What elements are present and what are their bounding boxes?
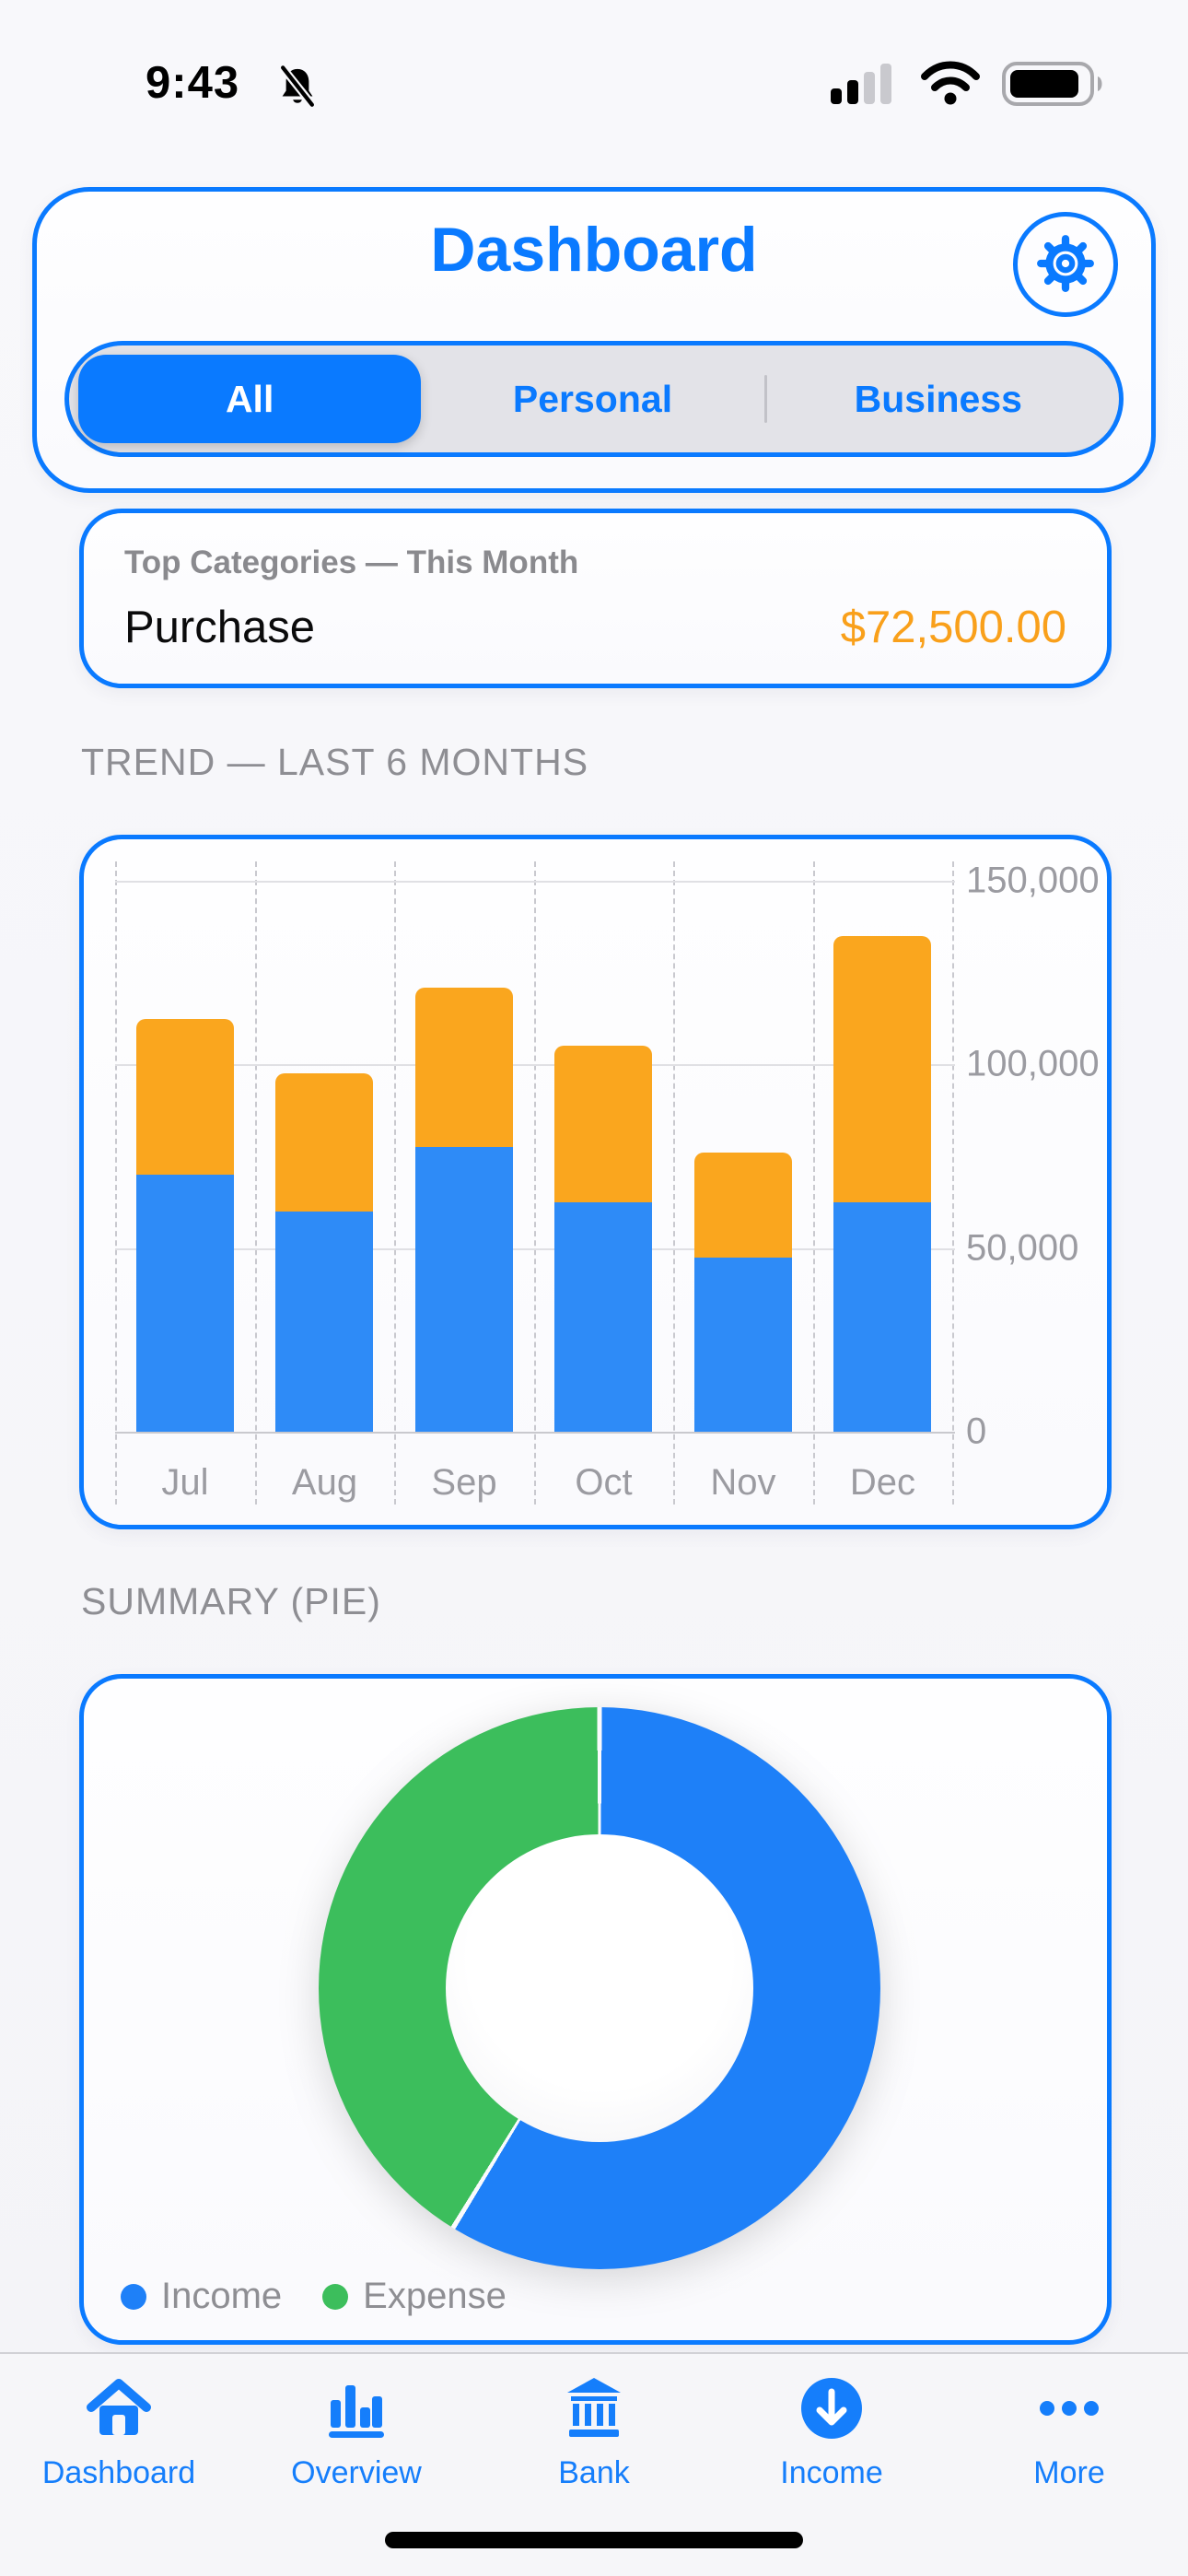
tab-income[interactable]: Income — [713, 2354, 950, 2576]
x-axis-tick-label: Oct — [575, 1462, 633, 1503]
status-time: 9:43 — [146, 58, 240, 108]
grid-hline — [115, 881, 955, 883]
bar-income-oct — [554, 1201, 653, 1432]
y-axis-tick-label: 0 — [966, 1411, 987, 1452]
home-indicator[interactable] — [385, 2532, 803, 2548]
segment-divider — [763, 375, 767, 423]
summary-pie-card: Income Expense — [79, 1674, 1112, 2345]
house-icon — [84, 2372, 154, 2444]
page-title: Dashboard — [430, 215, 758, 285]
bell-slash-icon — [276, 64, 319, 115]
battery-icon — [1002, 61, 1111, 111]
segment-personal[interactable]: Personal — [421, 355, 763, 443]
status-icons — [829, 61, 1111, 111]
y-axis-tick-label: 50,000 — [966, 1227, 1079, 1269]
bar-chart-icon — [323, 2372, 390, 2444]
x-axis-tick-label: Dec — [849, 1462, 916, 1503]
top-categories-title: Top Categories — This Month — [124, 544, 579, 580]
donut-chart — [319, 1707, 880, 2269]
segmented-control: All Personal Business — [64, 341, 1124, 457]
grid-vline — [952, 861, 954, 1505]
bar-income-sep — [414, 1147, 513, 1432]
wifi-icon — [919, 61, 982, 111]
top-category-amount: $72,500.00 — [840, 603, 1066, 652]
cellular-signal-icon — [829, 61, 899, 111]
tab-more[interactable]: More — [950, 2354, 1188, 2576]
bar-expense-jul — [135, 1018, 234, 1175]
segment-all[interactable]: All — [78, 355, 422, 443]
bank-icon — [562, 2372, 626, 2444]
bar-expense-oct — [554, 1046, 653, 1202]
grid-vline — [673, 861, 675, 1505]
grid-hline — [115, 1247, 955, 1250]
legend-dot-expense — [322, 2283, 349, 2310]
bar-income-aug — [275, 1211, 374, 1432]
top-categories-card: Top Categories — This Month Purchase $72… — [79, 509, 1112, 688]
header-card: Dashboard All Personal Business — [32, 187, 1156, 493]
bar-expense-aug — [275, 1073, 374, 1212]
chart-legend: Income Expense — [121, 2276, 507, 2317]
x-axis-tick-label: Aug — [291, 1462, 358, 1503]
bar-income-jul — [135, 1174, 234, 1432]
bar-expense-nov — [693, 1153, 792, 1258]
legend-dot-income — [121, 2283, 146, 2310]
legend-item-income: Income — [121, 2276, 282, 2317]
legend-label: Income — [161, 2276, 283, 2316]
bar-chart: 0 50,000 100,000 150,000 Jul Aug Sep Oct Nov Dec — [84, 839, 1107, 1525]
x-axis-tick-label: Jul — [161, 1462, 209, 1503]
grid-vline — [812, 861, 815, 1505]
grid-vline — [115, 861, 117, 1505]
section-header-summary: SUMMARY (PIE) — [81, 1580, 381, 1622]
bar-income-dec — [833, 1201, 932, 1432]
grid-hline — [115, 1432, 955, 1434]
bar-expense-sep — [414, 987, 513, 1148]
top-category-name: Purchase — [124, 603, 316, 652]
section-header-trend: TREND — LAST 6 MONTHS — [81, 741, 589, 783]
x-axis-tick-label: Sep — [431, 1462, 497, 1503]
ellipsis-icon — [1032, 2372, 1106, 2444]
grid-vline — [254, 861, 257, 1505]
trend-chart-card: 0 50,000 100,000 150,000 Jul Aug Sep Oct Nov Dec — [79, 835, 1112, 1529]
bar-income-nov — [693, 1257, 792, 1432]
grid-hline — [115, 1064, 955, 1067]
legend-label: Expense — [363, 2276, 507, 2316]
x-axis-tick-label: Nov — [710, 1462, 776, 1503]
y-axis-tick-label: 150,000 — [966, 860, 1100, 901]
y-axis-tick-label: 100,000 — [966, 1043, 1100, 1084]
arrow-down-circle-icon — [799, 2372, 864, 2444]
settings-button[interactable] — [1013, 212, 1118, 317]
tab-dashboard[interactable]: Dashboard — [0, 2354, 238, 2576]
legend-item-expense: Expense — [322, 2276, 507, 2317]
tab-overview[interactable]: Overview — [238, 2354, 475, 2576]
grid-vline — [394, 861, 396, 1505]
segment-business[interactable]: Business — [767, 355, 1110, 443]
grid-vline — [533, 861, 536, 1505]
gear-icon — [1035, 233, 1096, 297]
tab-bank[interactable]: Bank — [475, 2354, 713, 2576]
bar-expense-dec — [833, 935, 932, 1202]
